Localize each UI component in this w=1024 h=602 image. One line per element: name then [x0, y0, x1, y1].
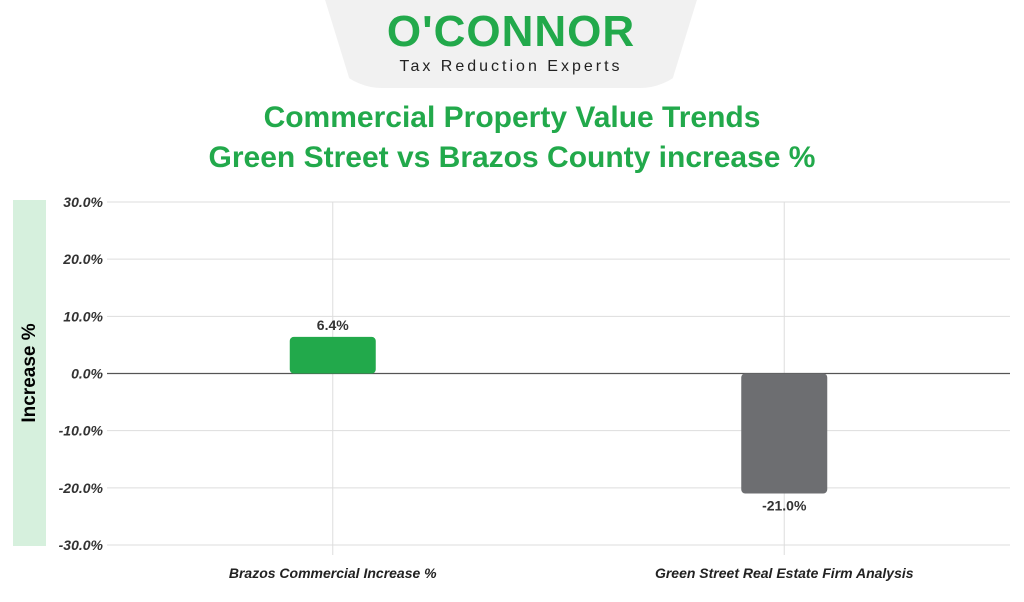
- bar: [741, 373, 828, 494]
- logo: O'CONNOR Tax Reduction Experts: [322, 8, 700, 76]
- chart-title-line1: Commercial Property Value Trends: [263, 101, 761, 134]
- y-tick-label: -10.0%: [59, 423, 104, 439]
- y-tick-label: 30.0%: [63, 194, 103, 210]
- y-tick-label: 20.0%: [62, 251, 103, 267]
- logo-tagline: Tax Reduction Experts: [399, 58, 623, 75]
- x-category-label: Brazos Commercial Increase %: [229, 565, 437, 581]
- data-label: -21.0%: [762, 498, 807, 514]
- logo-name: O'CONNOR: [386, 7, 636, 56]
- data-label: 6.4%: [317, 317, 349, 333]
- y-tick-label: -30.0%: [59, 537, 104, 553]
- x-category-label: Green Street Real Estate Firm Analysis: [655, 565, 914, 581]
- y-tick-label: 10.0%: [63, 308, 103, 324]
- logo-background: [322, 0, 700, 88]
- y-tick-label: -20.0%: [59, 480, 104, 496]
- y-tick-label: 0.0%: [71, 366, 103, 382]
- bar: [289, 336, 376, 374]
- chart-subtitle: Green Street vs Brazos County increase %: [208, 141, 816, 174]
- chart-title: Commercial Property Value Trends Green S…: [0, 98, 1024, 178]
- y-axis-label-background: [13, 200, 46, 546]
